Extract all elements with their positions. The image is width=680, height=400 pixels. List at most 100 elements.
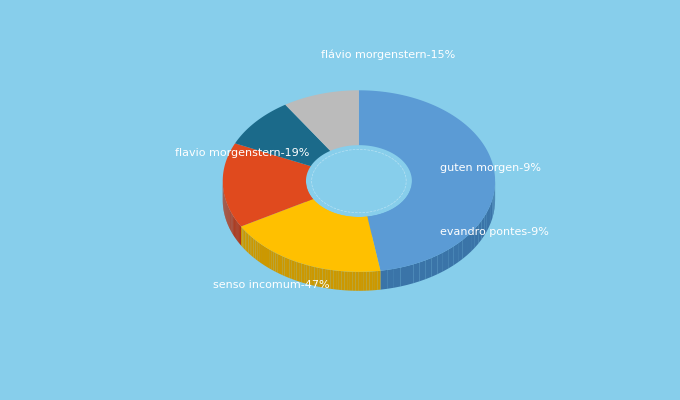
Polygon shape bbox=[277, 254, 280, 274]
Polygon shape bbox=[338, 214, 339, 233]
Polygon shape bbox=[401, 202, 403, 222]
Text: evandro pontes-9%: evandro pontes-9% bbox=[440, 227, 549, 237]
Polygon shape bbox=[334, 213, 335, 232]
Polygon shape bbox=[245, 231, 247, 252]
Polygon shape bbox=[282, 256, 285, 276]
Polygon shape bbox=[343, 216, 345, 235]
Polygon shape bbox=[354, 217, 356, 236]
Polygon shape bbox=[394, 207, 396, 227]
Polygon shape bbox=[336, 213, 337, 233]
Polygon shape bbox=[328, 270, 330, 289]
Polygon shape bbox=[239, 224, 240, 244]
Polygon shape bbox=[347, 272, 350, 290]
Polygon shape bbox=[320, 268, 322, 288]
Polygon shape bbox=[361, 217, 362, 236]
Polygon shape bbox=[358, 272, 361, 291]
Polygon shape bbox=[307, 265, 309, 284]
Text: flávio morgenstern-15%: flávio morgenstern-15% bbox=[321, 49, 456, 60]
Polygon shape bbox=[344, 271, 347, 290]
Polygon shape bbox=[387, 210, 390, 230]
Polygon shape bbox=[325, 208, 326, 228]
Polygon shape bbox=[320, 206, 321, 225]
Polygon shape bbox=[335, 213, 336, 232]
Text: guten morgen-9%: guten morgen-9% bbox=[440, 163, 541, 173]
Polygon shape bbox=[352, 217, 353, 236]
Polygon shape bbox=[330, 270, 333, 289]
Polygon shape bbox=[363, 217, 364, 236]
Polygon shape bbox=[275, 253, 277, 273]
Polygon shape bbox=[409, 190, 410, 211]
Polygon shape bbox=[244, 230, 245, 250]
Polygon shape bbox=[332, 212, 333, 231]
Polygon shape bbox=[337, 214, 338, 233]
Polygon shape bbox=[481, 216, 484, 240]
Polygon shape bbox=[242, 228, 244, 248]
Polygon shape bbox=[454, 243, 458, 266]
Polygon shape bbox=[356, 217, 358, 236]
Polygon shape bbox=[347, 216, 348, 235]
Polygon shape bbox=[237, 221, 238, 242]
Polygon shape bbox=[240, 225, 241, 245]
Polygon shape bbox=[390, 209, 392, 229]
Polygon shape bbox=[367, 272, 369, 291]
Polygon shape bbox=[373, 215, 375, 235]
Polygon shape bbox=[492, 194, 494, 218]
Polygon shape bbox=[353, 217, 354, 236]
Polygon shape bbox=[396, 206, 398, 226]
Polygon shape bbox=[487, 208, 489, 231]
Polygon shape bbox=[405, 197, 407, 217]
Polygon shape bbox=[328, 210, 329, 230]
Polygon shape bbox=[392, 208, 394, 228]
Polygon shape bbox=[443, 250, 448, 272]
Polygon shape bbox=[420, 260, 426, 281]
Polygon shape bbox=[254, 239, 256, 259]
Polygon shape bbox=[232, 213, 233, 234]
Text: flavio morgenstern-19%: flavio morgenstern-19% bbox=[175, 148, 310, 158]
Polygon shape bbox=[229, 209, 230, 230]
Polygon shape bbox=[289, 259, 292, 279]
Polygon shape bbox=[296, 262, 299, 282]
Polygon shape bbox=[233, 216, 234, 236]
Polygon shape bbox=[323, 208, 324, 227]
Text: senso incomum-47%: senso incomum-47% bbox=[214, 280, 330, 290]
Polygon shape bbox=[341, 271, 344, 290]
Polygon shape bbox=[375, 271, 377, 290]
Polygon shape bbox=[437, 252, 443, 274]
Polygon shape bbox=[248, 234, 250, 255]
Polygon shape bbox=[261, 244, 263, 264]
Polygon shape bbox=[394, 268, 401, 288]
Polygon shape bbox=[302, 264, 304, 283]
Polygon shape bbox=[294, 261, 296, 281]
Polygon shape bbox=[252, 237, 254, 258]
Polygon shape bbox=[336, 270, 339, 290]
Polygon shape bbox=[269, 249, 271, 270]
Polygon shape bbox=[230, 210, 231, 231]
Polygon shape bbox=[259, 243, 261, 263]
Polygon shape bbox=[407, 264, 413, 285]
Polygon shape bbox=[365, 217, 367, 236]
Polygon shape bbox=[235, 219, 236, 239]
Polygon shape bbox=[271, 250, 273, 271]
Polygon shape bbox=[299, 263, 302, 282]
Polygon shape bbox=[377, 214, 380, 234]
Polygon shape bbox=[350, 216, 351, 236]
Polygon shape bbox=[408, 194, 409, 214]
Polygon shape bbox=[235, 105, 330, 166]
Polygon shape bbox=[478, 221, 481, 244]
Polygon shape bbox=[341, 215, 343, 234]
Polygon shape bbox=[350, 272, 353, 291]
Polygon shape bbox=[358, 217, 360, 236]
Polygon shape bbox=[234, 217, 235, 238]
Polygon shape bbox=[339, 214, 341, 234]
Polygon shape bbox=[387, 269, 394, 289]
Polygon shape bbox=[231, 212, 232, 232]
Polygon shape bbox=[458, 240, 462, 262]
Polygon shape bbox=[285, 257, 287, 277]
Polygon shape bbox=[241, 226, 242, 247]
Polygon shape bbox=[375, 215, 377, 234]
Polygon shape bbox=[403, 200, 404, 220]
Polygon shape bbox=[280, 255, 282, 275]
Polygon shape bbox=[327, 210, 328, 229]
Polygon shape bbox=[325, 269, 328, 288]
Polygon shape bbox=[322, 268, 325, 288]
